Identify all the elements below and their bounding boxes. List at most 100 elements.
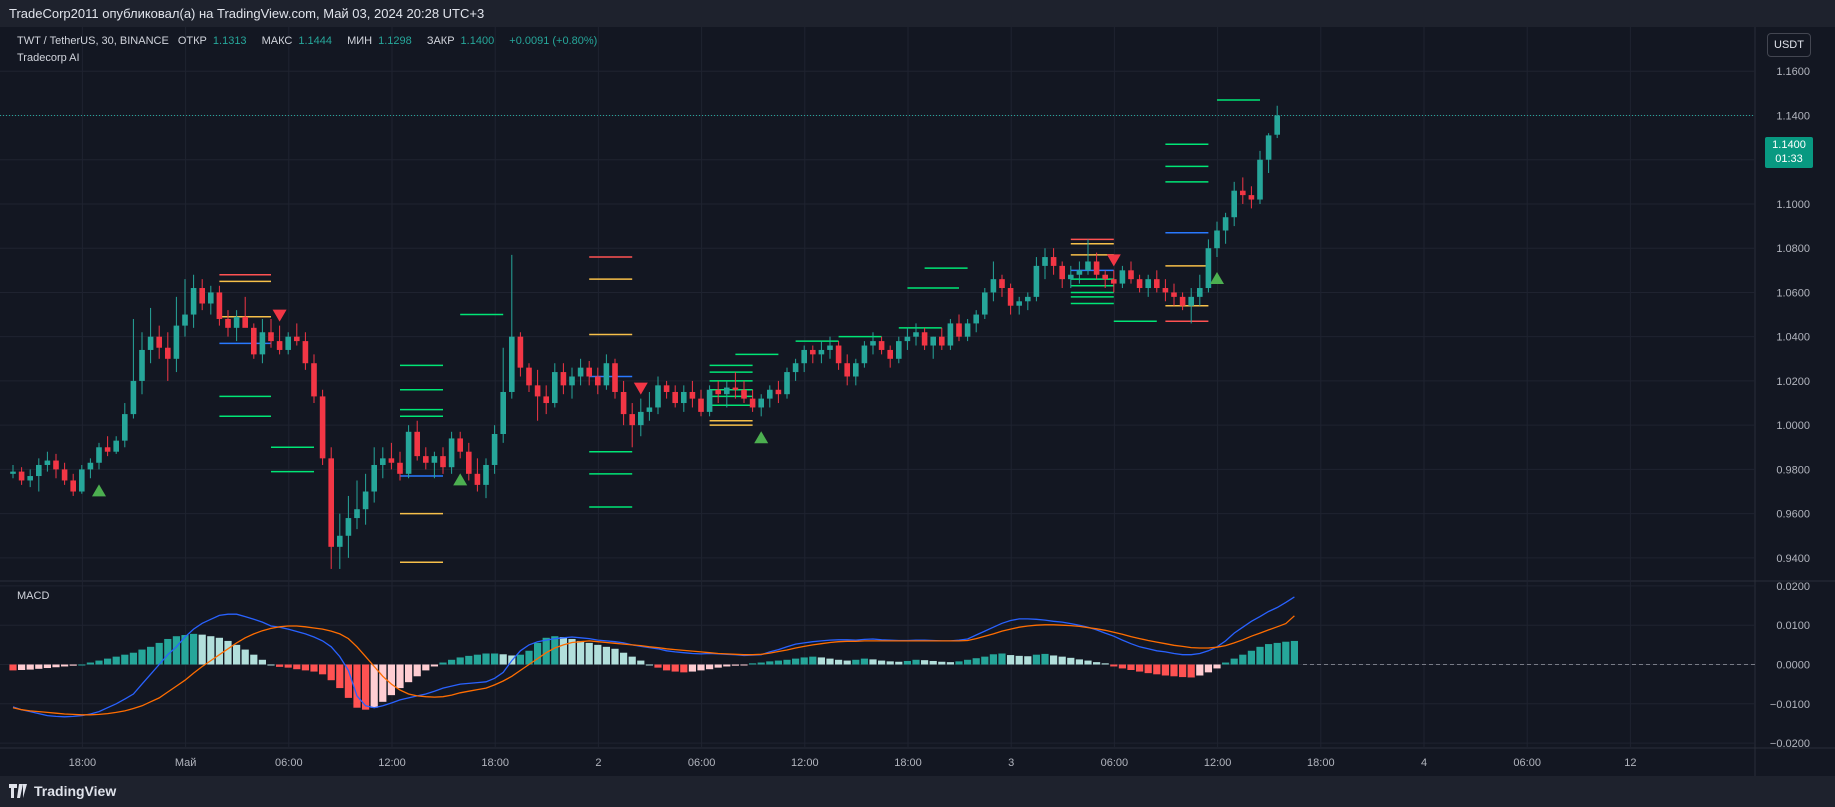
candle-body xyxy=(1265,135,1272,160)
macd-tick-label: −0.0200 xyxy=(1770,738,1810,750)
candle-body xyxy=(620,391,627,415)
candle-body xyxy=(887,349,893,359)
macd-histogram-bar xyxy=(542,637,550,665)
price-tick-label: 1.0000 xyxy=(1776,420,1810,432)
macd-histogram-bar xyxy=(353,664,361,708)
macd-histogram-bar xyxy=(198,634,206,665)
macd-histogram-bar xyxy=(35,664,43,669)
macd-histogram-bar xyxy=(843,660,851,665)
last-price-value: 1.1400 xyxy=(1772,139,1806,151)
candle-body xyxy=(1214,230,1220,249)
candle-body xyxy=(233,316,240,328)
candle-body xyxy=(810,349,816,355)
macd-histogram-bar xyxy=(826,658,834,665)
macd-histogram-bar xyxy=(379,664,387,702)
price-tick-label: 0.9600 xyxy=(1776,509,1810,521)
time-tick-label: 18:00 xyxy=(69,757,97,769)
macd-histogram-bar xyxy=(18,664,26,670)
candle-body xyxy=(431,456,438,463)
candle-body xyxy=(732,387,739,390)
buy-signal-triangle xyxy=(453,473,468,486)
macd-histogram-bar xyxy=(749,663,757,665)
sell-signal-triangle xyxy=(633,382,648,395)
macd-histogram-bar xyxy=(1136,664,1144,672)
macd-histogram-bar xyxy=(1050,655,1058,665)
time-tick-label: 2 xyxy=(595,757,601,769)
candle-body xyxy=(939,336,945,346)
macd-histogram-bar xyxy=(551,636,559,665)
candle-body xyxy=(96,447,102,463)
candle-body xyxy=(982,292,988,315)
candle-body xyxy=(276,341,283,350)
macd-histogram-bar xyxy=(611,648,619,665)
macd-histogram-bar xyxy=(241,649,249,665)
candle-body xyxy=(156,336,162,348)
chart-canvas[interactable]: 1.16001.14001.12001.10001.08001.06001.04… xyxy=(0,27,1835,776)
macd-histogram-bar xyxy=(301,664,309,671)
price-tick-label: 0.9400 xyxy=(1776,553,1810,565)
macd-histogram-bar xyxy=(1179,664,1187,678)
candle-body xyxy=(242,316,248,328)
macd-histogram-bar xyxy=(52,664,60,668)
macd-histogram-bar xyxy=(671,664,679,672)
candle-body xyxy=(483,464,489,485)
candle-body xyxy=(767,389,773,399)
candle-body xyxy=(646,407,653,412)
macd-histogram-bar xyxy=(327,664,335,681)
candle-body xyxy=(956,323,962,337)
price-tick-label: 1.0800 xyxy=(1776,243,1810,255)
macd-histogram-bar xyxy=(972,658,980,665)
chart-background xyxy=(0,27,1835,776)
candle-body xyxy=(61,469,68,481)
buy-signal-triangle xyxy=(754,431,769,444)
macd-histogram-bar xyxy=(757,662,765,665)
macd-histogram-bar xyxy=(989,654,997,665)
candle-body xyxy=(612,363,618,392)
candle-body xyxy=(870,341,876,346)
candle-body xyxy=(1050,257,1057,266)
candle-body xyxy=(706,389,713,412)
candle-body xyxy=(629,414,635,426)
macd-histogram-bar xyxy=(1118,664,1126,669)
candle-body xyxy=(552,372,558,404)
candle-body xyxy=(638,411,644,426)
candle-body xyxy=(36,464,42,477)
macd-histogram-bar xyxy=(1196,664,1204,676)
macd-histogram-bar xyxy=(628,656,636,665)
candle-body xyxy=(448,438,455,468)
candle-body xyxy=(1248,195,1255,200)
macd-histogram-bar xyxy=(1170,664,1178,677)
symbol-title[interactable]: TWT / TetherUS, 30, BINANCE xyxy=(17,35,169,47)
candle-body xyxy=(1025,296,1031,302)
macd-tick-label: 0.0100 xyxy=(1776,620,1810,632)
macd-histogram-bar xyxy=(740,664,748,666)
candle-body xyxy=(18,471,25,481)
time-tick-label: Май xyxy=(175,757,197,769)
high-label: МАКС 1.1444 xyxy=(261,35,333,47)
candle-body xyxy=(319,396,326,459)
macd-histogram-bar xyxy=(921,660,929,665)
tradingview-logo[interactable]: TradingView xyxy=(9,783,116,799)
sell-signal-triangle xyxy=(1106,254,1121,267)
candle-body xyxy=(681,391,687,404)
candle-body xyxy=(603,363,610,386)
candle-body xyxy=(147,336,154,350)
signal-line xyxy=(12,615,1295,716)
macd-histogram-bar xyxy=(26,664,34,670)
candle-body xyxy=(27,476,33,481)
macd-histogram-bar xyxy=(448,659,456,665)
indicator-name[interactable]: Tradecorp AI xyxy=(17,52,80,64)
macd-histogram-bar xyxy=(413,664,421,677)
macd-histogram-bar xyxy=(559,637,567,665)
candle-body xyxy=(655,385,661,408)
candle-body xyxy=(509,336,515,392)
macd-histogram-bar xyxy=(69,664,77,666)
candle-body xyxy=(586,367,592,377)
candle-body xyxy=(526,367,532,386)
candle-body xyxy=(1222,217,1229,231)
currency-button[interactable]: USDT xyxy=(1767,33,1811,57)
macd-histogram-bar xyxy=(267,664,275,666)
macd-pane-title[interactable]: MACD xyxy=(17,590,50,602)
macd-histogram-bar xyxy=(800,657,808,665)
candle-body xyxy=(1136,279,1143,289)
